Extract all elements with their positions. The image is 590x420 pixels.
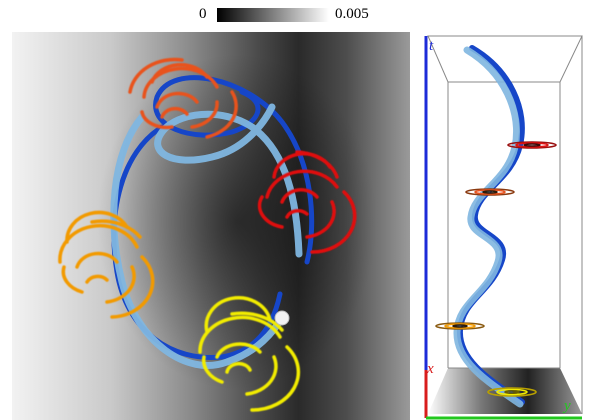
x-axis-label: x bbox=[426, 361, 434, 377]
probe-sphere bbox=[274, 310, 290, 326]
amber-swirl bbox=[58, 210, 155, 319]
spacetime-view: t x y bbox=[420, 30, 590, 420]
colorbar-min-label: 0 bbox=[199, 6, 207, 22]
orange-swirl-slice bbox=[465, 188, 515, 196]
top-down-view-canvas bbox=[58, 57, 357, 412]
spacetime-view-canvas: t x y bbox=[424, 35, 583, 420]
colorbar-max-label: 0.005 bbox=[335, 6, 369, 22]
top-down-view bbox=[12, 32, 410, 420]
bounding-box bbox=[427, 35, 583, 414]
light-blue-worldline-tube bbox=[453, 46, 524, 408]
orange-swirl bbox=[128, 57, 238, 139]
yellow-swirl-slice bbox=[487, 387, 537, 397]
y-axis-label: y bbox=[562, 398, 571, 414]
yellow-swirl bbox=[198, 296, 301, 412]
t-axis-label: t bbox=[429, 38, 434, 54]
colorbar-gradient bbox=[217, 8, 329, 22]
red-swirl bbox=[257, 150, 357, 254]
amber-swirl-slice bbox=[435, 322, 485, 330]
red-swirl-slice bbox=[507, 141, 557, 149]
colorbar: 0 0.005 bbox=[0, 0, 590, 30]
